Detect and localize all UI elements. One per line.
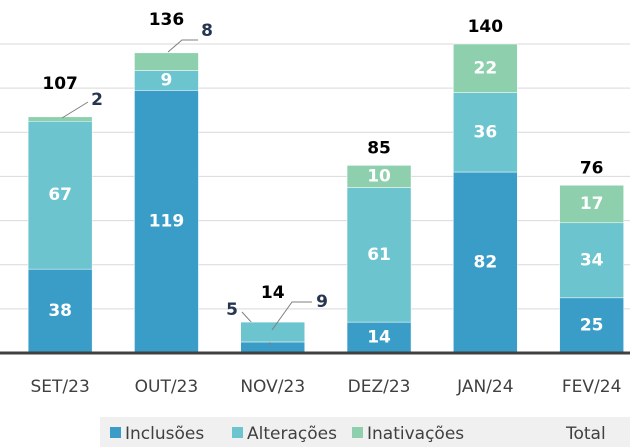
bar-segment — [240, 321, 305, 343]
data-label: 5 — [226, 300, 238, 320]
total-label: 140 — [468, 17, 504, 37]
data-label: 17 — [580, 194, 604, 214]
bar-segment — [240, 341, 305, 354]
legend-label: Inativações — [367, 424, 464, 444]
total-label: 85 — [367, 138, 391, 158]
legend-background — [100, 417, 630, 447]
legend-label: Inclusões — [125, 424, 204, 444]
x-tick-label: FEV/24 — [562, 377, 622, 397]
data-label: 119 — [149, 212, 185, 232]
bar-segment — [346, 165, 412, 188]
legend-label: Total — [565, 424, 606, 444]
legend-swatch — [232, 427, 243, 438]
data-label: 2 — [91, 90, 103, 110]
bar-segment — [134, 52, 199, 71]
data-label: 67 — [48, 185, 72, 205]
total-label: 136 — [149, 10, 185, 30]
bar-segment — [27, 268, 93, 354]
data-label: 22 — [474, 58, 498, 78]
bar-segment — [453, 92, 518, 173]
x-tick-label: OUT/23 — [135, 377, 199, 397]
bar-segment — [559, 297, 624, 354]
x-tick-label: NOV/23 — [240, 377, 305, 397]
bar-segment — [346, 187, 412, 323]
bar-segment — [559, 185, 624, 224]
x-tick-label: SET/23 — [31, 377, 90, 397]
total-label: 76 — [580, 158, 604, 178]
total-label: 14 — [261, 283, 285, 303]
data-label: 9 — [316, 292, 328, 312]
legend-swatch — [352, 427, 363, 438]
bar-segment — [453, 43, 518, 93]
leader-line — [271, 301, 312, 331]
x-tick-label: DEZ/23 — [348, 377, 411, 397]
total-label: 107 — [42, 74, 78, 94]
data-label: 25 — [580, 315, 604, 335]
data-label: 8 — [201, 21, 213, 41]
bar-segment — [346, 321, 412, 354]
data-label: 82 — [474, 253, 498, 273]
data-label: 34 — [580, 250, 604, 270]
data-label: 9 — [161, 70, 173, 90]
bar-segment — [27, 116, 93, 122]
legend-swatch — [110, 427, 121, 438]
data-label: 61 — [367, 245, 391, 265]
data-label: 14 — [367, 328, 391, 348]
bar-segment — [134, 90, 199, 354]
bar-segment — [27, 121, 93, 270]
x-tick-label: JAN/24 — [456, 377, 513, 397]
data-label: 38 — [48, 301, 72, 321]
bar-segment — [559, 222, 624, 299]
legend-label: Alterações — [247, 424, 337, 444]
leader-line — [61, 101, 89, 119]
data-label: 36 — [474, 122, 498, 142]
leader-line — [167, 39, 198, 53]
data-label: 10 — [367, 166, 391, 186]
